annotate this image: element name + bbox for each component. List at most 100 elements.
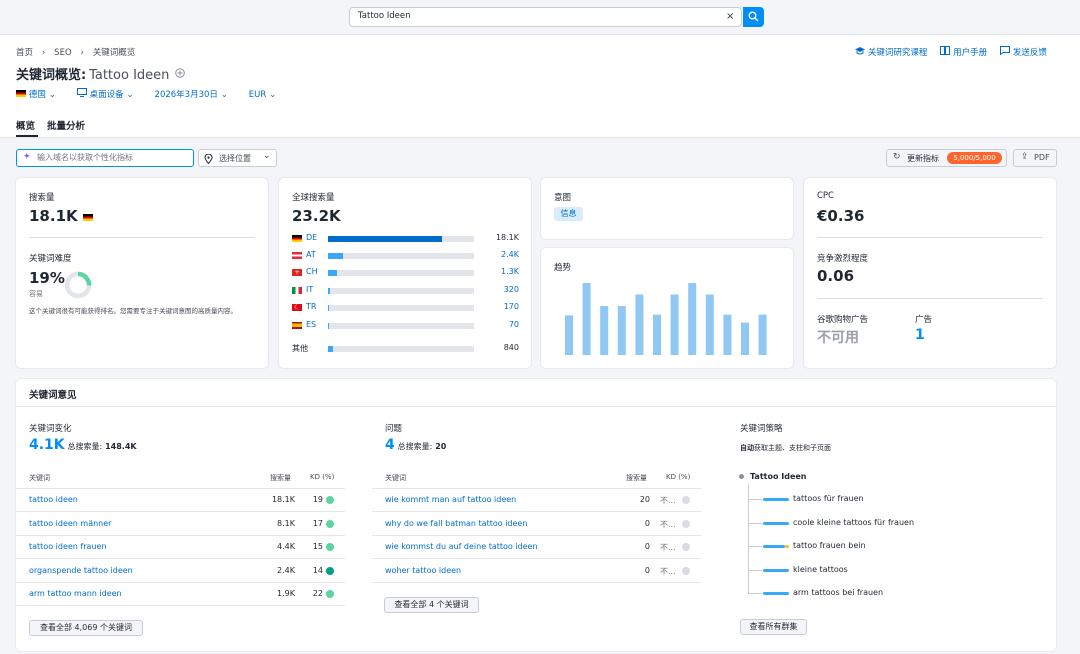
questions-count[interactable]: 4 [385, 437, 395, 453]
pdf-export-button[interactable]: ⇪ PDF [1013, 149, 1057, 167]
cpc-value: €0.36 [817, 207, 865, 225]
cpc-label: CPC [817, 191, 834, 201]
keyword-link[interactable]: tattoo ideen frauen [29, 542, 107, 551]
location-select[interactable]: 选择位置 ⌄ [198, 149, 277, 167]
chat-icon [1000, 46, 1011, 56]
kd-status-dot [326, 590, 334, 598]
country-filter[interactable]: 德国 ⌄ [16, 90, 59, 100]
variations-count[interactable]: 4.1K [29, 437, 65, 453]
kd-donut-arc [64, 271, 92, 299]
breadcrumb-home[interactable]: 首页 [16, 48, 34, 58]
kd-label: 关键词难度 [29, 254, 72, 264]
title-keyword: Tattoo Ideen [89, 68, 170, 83]
kd-value: 不... [660, 566, 676, 576]
view-all-clusters-button[interactable]: 查看所有群集 [740, 619, 807, 635]
country-bar [328, 253, 343, 259]
trend-bar [688, 283, 697, 355]
page-header [0, 35, 1080, 138]
intent-card [541, 178, 793, 239]
variations-summary: 4.1K 总搜索量: 148.4K [29, 437, 137, 453]
column-header: 关键词 [29, 474, 50, 482]
search-volume: 0 [644, 565, 650, 575]
tree-line [748, 484, 749, 594]
breadcrumb-seo[interactable]: SEO [54, 48, 72, 58]
tree-bar-accent [785, 545, 789, 548]
country-row-de: DE 18.1K [292, 233, 522, 245]
currency-filter[interactable]: EUR ⌄ [248, 90, 277, 100]
trend-bar [758, 314, 767, 355]
keyword-link[interactable]: tattoo ideen männer [29, 518, 112, 528]
feedback-link[interactable]: 发送反馈 [1000, 46, 1047, 58]
cluster-item[interactable]: arm tattoos bei frauen [793, 588, 884, 597]
austria-flag-icon [292, 252, 302, 259]
domain-input[interactable] [37, 153, 187, 162]
cluster-item[interactable]: kleine tattoos [793, 564, 848, 574]
competition-value: 0.06 [817, 267, 855, 285]
kd-status-dot [326, 496, 334, 504]
keyword-link[interactable]: organspende tattoo ideen [29, 565, 133, 575]
domain-input-box[interactable]: ✦ [16, 149, 194, 167]
trend-label: 趋势 [554, 263, 572, 273]
graduation-cap-icon [855, 47, 865, 55]
search-volume: 8.1K [277, 518, 295, 528]
book-icon [940, 46, 951, 55]
column-header: KD (%) [666, 473, 691, 481]
cluster-item[interactable]: tattoos für frauen [793, 494, 864, 503]
chevron-down-icon: ⌄ [126, 90, 134, 100]
volume-card [16, 178, 268, 368]
date-filter[interactable]: 2026年3月30日 ⌄ [154, 90, 228, 100]
search-volume: 18.1K [271, 495, 295, 504]
volume-value: 18.1K [29, 207, 93, 225]
kd-note: 这个关键词很有可能获得排名。您需要专注于关键词意图的高质量内容。 [29, 307, 237, 315]
column-header: 搜索量 [626, 474, 647, 482]
manual-link[interactable]: 用户手册 [940, 46, 990, 58]
search-volume: 0 [644, 518, 650, 528]
questions-summary: 4 总搜索量: 20 [385, 437, 447, 453]
clear-icon[interactable]: × [726, 11, 735, 22]
question-link[interactable]: why do we fall batman tattoo ideen [385, 518, 528, 528]
tree-bar [763, 545, 785, 548]
tab-bulk-analysis[interactable]: 批量分析 [47, 121, 86, 132]
location-pin-icon [204, 154, 213, 164]
add-circle-icon[interactable] [175, 68, 186, 78]
tree-branch [748, 522, 762, 524]
question-link[interactable]: woher tattoo ideen [385, 565, 462, 575]
trend-bar [670, 294, 679, 355]
trend-bar [705, 294, 714, 355]
view-all-variations-button[interactable]: 查看全部 4,069 个关键词 [29, 620, 143, 636]
keyword-link[interactable]: arm tattoo mann ideen [29, 589, 122, 598]
kd-status-dot [682, 496, 690, 504]
keyword-link[interactable]: tattoo ideen [29, 495, 78, 504]
kd-status-dot [326, 566, 334, 575]
cpc-card [804, 178, 1056, 368]
filter-bar: 德国 ⌄ 桌面设备 ⌄ 2026年3月30日 ⌄ EUR ⌄ [16, 88, 276, 100]
chevron-right-icon: › [41, 48, 46, 58]
country-bar [328, 288, 331, 294]
active-tab-indicator [16, 135, 38, 137]
device-filter[interactable]: 桌面设备 ⌄ [76, 88, 137, 100]
tree-root-dot [739, 474, 744, 479]
question-link[interactable]: wie kommt man auf tattoo ideen [385, 495, 517, 504]
trend-bar [617, 306, 626, 355]
search-button[interactable] [743, 7, 764, 27]
tab-overview[interactable]: 概览 [16, 121, 36, 132]
kd-value: 17 [312, 518, 323, 528]
search-input[interactable] [358, 11, 718, 21]
monitor-icon [76, 88, 87, 97]
kd-donut [64, 271, 92, 299]
trend-bar [600, 306, 609, 355]
ads-value[interactable]: 1 [915, 327, 925, 343]
divider [16, 534, 345, 536]
column-header: 搜索量 [270, 474, 291, 482]
course-link[interactable]: 关键词研究课程 [855, 47, 930, 58]
search-volume: 1.9K [277, 589, 295, 598]
view-all-questions-button[interactable]: 查看全部 4 个关键词 [384, 597, 479, 613]
question-link[interactable]: wie kommst du auf deine tattoo ideen [385, 542, 538, 551]
cluster-item[interactable]: coole kleine tattoos für frauen [793, 517, 915, 527]
kd-level: 容易 [29, 290, 43, 298]
cluster-item[interactable]: tattoo frauen bein [793, 541, 866, 550]
kd-value: 15 [312, 542, 323, 551]
search-box[interactable]: × [349, 7, 742, 27]
kd-status-dot [682, 543, 690, 551]
trend-bar [565, 315, 573, 355]
